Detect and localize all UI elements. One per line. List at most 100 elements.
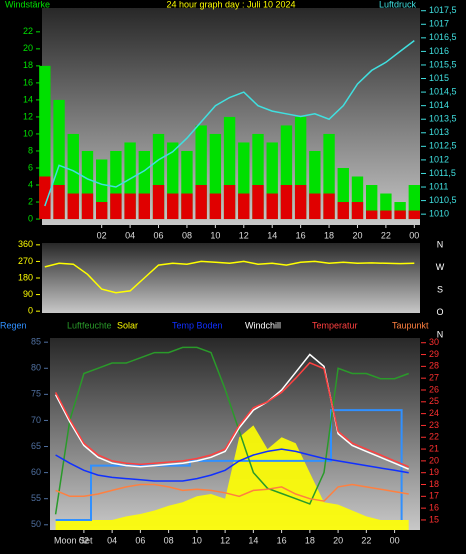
y-tick-label: 18 [23, 60, 33, 70]
series-line [54, 361, 409, 468]
bar [81, 150, 94, 220]
bar [181, 193, 193, 220]
y2-tick-label: 1013 [429, 127, 449, 137]
legend-entry: Temp Boden [172, 320, 223, 330]
y2-tick-label: 1011 [429, 181, 448, 191]
y2-tick-label: 1010,5 [429, 195, 457, 205]
y-tick-label: 50 [31, 519, 41, 529]
y2-tick-label: 1012,5 [429, 141, 457, 151]
y2-tick-label: 1010 [429, 209, 449, 219]
bar [280, 185, 293, 220]
compass-label: N [437, 329, 444, 339]
x-tick-label: 08 [182, 230, 192, 240]
y2-tick-label: 26 [429, 384, 439, 394]
plot-area [42, 243, 420, 313]
bar [337, 167, 349, 220]
y2-tick-label: 16 [429, 503, 439, 513]
y2-tick-label: 1015 [429, 73, 449, 83]
y-tick-label: 80 [31, 363, 41, 373]
bar [394, 210, 406, 220]
bar [53, 185, 65, 220]
bar [96, 202, 108, 220]
x-tick-label: 06 [154, 230, 164, 240]
x-tick-label: 12 [239, 230, 249, 240]
bar [280, 125, 293, 220]
y2-tick-label: 1016 [429, 46, 449, 56]
y2-tick-label: 30 [429, 337, 439, 347]
bar [39, 176, 51, 220]
bar [138, 150, 150, 220]
bar [408, 185, 420, 220]
bar [351, 202, 364, 220]
bar [366, 185, 378, 220]
bar [223, 116, 236, 220]
bar [124, 193, 136, 220]
compass-label: O [436, 307, 443, 317]
y-tick-label: 12 [23, 111, 33, 121]
bar [408, 210, 420, 220]
legend-entry: Windchill [245, 320, 281, 330]
bar [238, 142, 250, 220]
y2-tick-label: 15 [429, 514, 439, 524]
y2-tick-label: 17 [429, 491, 439, 501]
bar [167, 142, 179, 220]
x-tick-label: 10 [210, 230, 220, 240]
series-line [54, 346, 409, 515]
y-tick-label: 6 [28, 162, 33, 172]
bar [96, 159, 108, 220]
bar [294, 116, 307, 220]
y-tick-label: 10 [23, 128, 33, 138]
legend-entry: Regen [0, 320, 27, 330]
bar [252, 185, 264, 220]
y2-tick-label: 23 [429, 420, 439, 430]
y-tick-label: 65 [31, 441, 41, 451]
y2-tick-label: 1013,5 [429, 114, 457, 124]
y-tick-label: 20 [23, 43, 33, 53]
legend-entry: Temperatur [312, 320, 358, 330]
y-tick-label: 8 [28, 145, 33, 155]
bar [394, 202, 406, 220]
x-tick-label: 02 [97, 230, 107, 240]
legend-entry: Taupunkt [392, 320, 429, 330]
series-line [44, 40, 415, 207]
y2-tick-label: 27 [429, 373, 439, 383]
bar [323, 133, 335, 220]
bar [337, 202, 349, 220]
bar [152, 133, 165, 220]
bar [81, 193, 94, 220]
y2-tick-label: 1016,5 [429, 32, 457, 42]
y-tick-label: 55 [31, 493, 41, 503]
x-tick-label: 18 [305, 535, 315, 545]
x-tick-label: 12 [220, 535, 230, 545]
x-tick-label: 18 [324, 230, 334, 240]
y2-tick-label: 1017,5 [429, 5, 457, 15]
y-tick-label: 4 [28, 179, 33, 189]
bar [67, 133, 79, 220]
x-tick-label: 08 [164, 535, 174, 545]
bar [152, 185, 165, 220]
x-tick-label: 00 [409, 230, 419, 240]
y2-tick-label: 18 [429, 479, 439, 489]
bar [309, 193, 321, 220]
bar [309, 150, 321, 220]
bar [351, 176, 364, 220]
compass-label: S [437, 284, 443, 294]
compass-label: N [437, 239, 444, 249]
y-tick-label: 16 [23, 77, 33, 87]
bar [209, 133, 222, 220]
x-tick-label: 06 [135, 535, 145, 545]
y-tick-label: 270 [18, 256, 33, 266]
bar [266, 142, 278, 220]
y2-tick-label: 1014 [429, 100, 449, 110]
y2-tick-label: 22 [429, 432, 439, 442]
bar [39, 65, 51, 220]
series-line [55, 448, 409, 482]
x-tick-label: 14 [248, 535, 258, 545]
y-tick-label: 0 [28, 306, 33, 316]
x-tick-label: 00 [390, 535, 400, 545]
y-tick-label: 14 [23, 94, 33, 104]
series-line [54, 353, 409, 470]
bar [67, 193, 79, 220]
x-tick-label: 02 [79, 535, 89, 545]
